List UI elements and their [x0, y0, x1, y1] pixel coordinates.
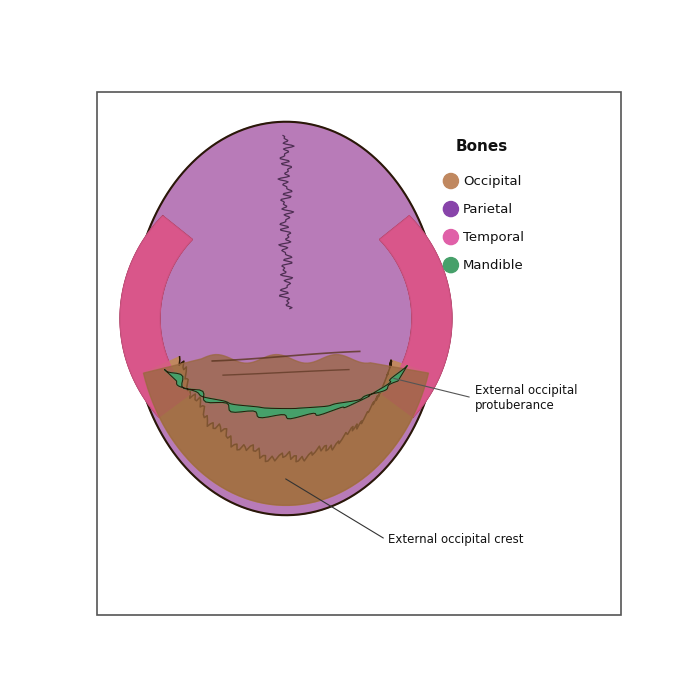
Polygon shape: [120, 216, 192, 417]
Polygon shape: [144, 355, 428, 505]
Polygon shape: [144, 357, 428, 505]
Circle shape: [443, 230, 459, 244]
Polygon shape: [164, 365, 407, 419]
Text: Temporal: Temporal: [463, 230, 524, 244]
Text: Bones: Bones: [456, 139, 508, 154]
Circle shape: [443, 258, 459, 273]
Circle shape: [443, 174, 459, 188]
Polygon shape: [120, 216, 192, 417]
Polygon shape: [164, 365, 407, 419]
Polygon shape: [379, 216, 452, 417]
Text: Parietal: Parietal: [463, 202, 513, 216]
Polygon shape: [379, 216, 452, 417]
Text: Occipital: Occipital: [463, 174, 522, 188]
Text: External occipital
protuberance: External occipital protuberance: [475, 384, 577, 412]
Polygon shape: [132, 122, 440, 515]
Circle shape: [443, 202, 459, 216]
Text: Mandible: Mandible: [463, 258, 524, 272]
Text: External occipital crest: External occipital crest: [389, 533, 524, 546]
